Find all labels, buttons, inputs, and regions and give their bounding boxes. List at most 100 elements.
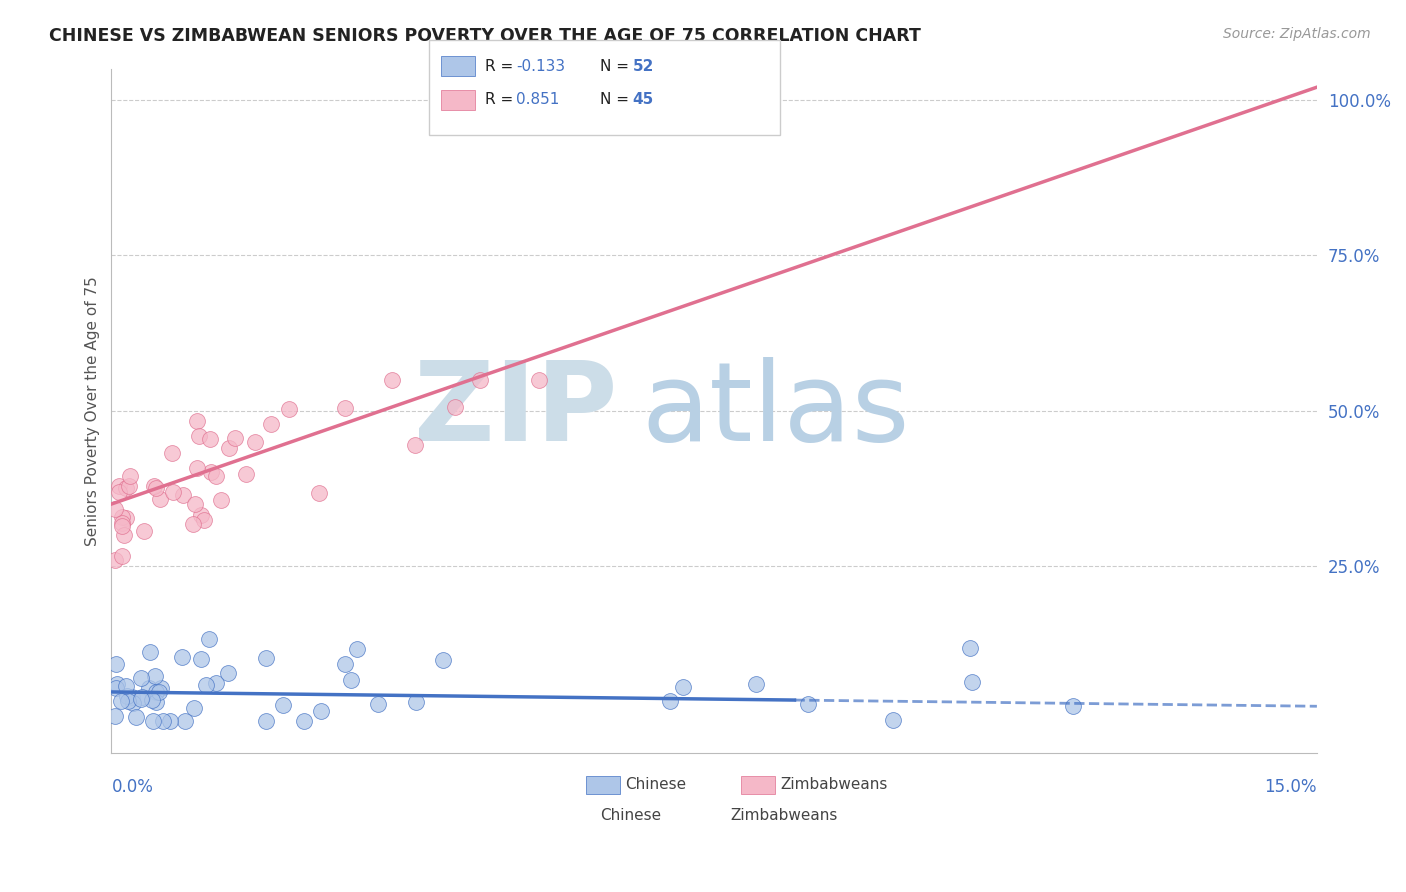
Text: 45: 45 [633, 93, 654, 107]
Point [138, 681, 160, 695]
Text: Source: ZipAtlas.com: Source: ZipAtlas.com [1223, 27, 1371, 41]
Point [235, 467, 257, 481]
Point [260, 417, 283, 432]
Point [121, 690, 143, 705]
Point [193, 513, 215, 527]
Point [145, 695, 167, 709]
Point [200, 465, 222, 479]
Point [1062, 699, 1084, 714]
Point [197, 632, 219, 646]
Point [278, 401, 301, 416]
Point [186, 460, 208, 475]
Point [527, 373, 550, 387]
Point [129, 671, 152, 685]
Point [139, 645, 162, 659]
Point [404, 438, 426, 452]
Text: CHINESE VS ZIMBABWEAN SENIORS POVERTY OVER THE AGE OF 75 CORRELATION CHART: CHINESE VS ZIMBABWEAN SENIORS POVERTY OV… [49, 27, 921, 45]
Point [292, 714, 315, 729]
Text: 15.0%: 15.0% [1264, 778, 1317, 796]
Point [443, 400, 465, 414]
Point [111, 519, 134, 533]
Point [882, 713, 904, 727]
Point [190, 652, 212, 666]
Text: N =: N = [600, 59, 634, 73]
Text: atlas: atlas [641, 357, 910, 464]
Point [254, 651, 277, 665]
Point [111, 509, 134, 524]
Point [188, 429, 211, 443]
Point [104, 501, 127, 516]
Point [112, 527, 135, 541]
Point [308, 486, 330, 500]
Point [340, 673, 363, 687]
Text: 52: 52 [633, 59, 654, 73]
Point [122, 696, 145, 710]
Point [148, 684, 170, 698]
Text: Zimbabweans: Zimbabweans [730, 808, 838, 823]
Point [118, 469, 141, 483]
Point [110, 694, 132, 708]
Point [346, 642, 368, 657]
Point [217, 665, 239, 680]
Point [115, 481, 138, 495]
Point [160, 446, 183, 460]
Text: R =: R = [485, 59, 519, 73]
Point [405, 695, 427, 709]
Text: Zimbabweans: Zimbabweans [780, 777, 887, 791]
Point [142, 714, 165, 729]
Point [218, 441, 240, 455]
Point [745, 677, 768, 691]
Point [150, 681, 173, 696]
Point [108, 479, 131, 493]
Point [959, 640, 981, 655]
Point [205, 469, 228, 483]
Point [143, 479, 166, 493]
Point [143, 669, 166, 683]
Point [131, 690, 153, 704]
Point [186, 414, 208, 428]
Point [671, 680, 693, 694]
Point [110, 549, 132, 564]
Text: Chinese: Chinese [600, 808, 661, 823]
Point [254, 714, 277, 729]
Point [658, 693, 681, 707]
Point [194, 677, 217, 691]
Point [432, 652, 454, 666]
Text: 0.0%: 0.0% [111, 778, 153, 796]
Point [145, 481, 167, 495]
Point [172, 650, 194, 665]
Point [134, 524, 156, 539]
Point [599, 112, 621, 126]
Point [333, 401, 356, 416]
Point [367, 698, 389, 712]
Point [205, 675, 228, 690]
Point [124, 710, 146, 724]
Point [181, 517, 204, 532]
Point [209, 492, 232, 507]
Text: R =: R = [485, 93, 523, 107]
Point [381, 373, 404, 387]
Point [173, 714, 195, 729]
Point [145, 685, 167, 699]
Text: Chinese: Chinese [626, 777, 686, 791]
Point [309, 704, 332, 718]
Point [104, 552, 127, 566]
Point [148, 491, 170, 506]
Point [115, 690, 138, 704]
Point [118, 479, 141, 493]
Point [141, 692, 163, 706]
Point [183, 701, 205, 715]
Point [224, 431, 246, 445]
Point [114, 511, 136, 525]
Point [183, 497, 205, 511]
Point [243, 434, 266, 449]
Text: ZIP: ZIP [415, 357, 617, 464]
Point [159, 714, 181, 729]
Point [960, 675, 983, 690]
Point [152, 714, 174, 729]
Point [273, 698, 295, 713]
Point [105, 677, 128, 691]
Point [162, 484, 184, 499]
Point [172, 488, 194, 502]
Point [797, 697, 820, 711]
